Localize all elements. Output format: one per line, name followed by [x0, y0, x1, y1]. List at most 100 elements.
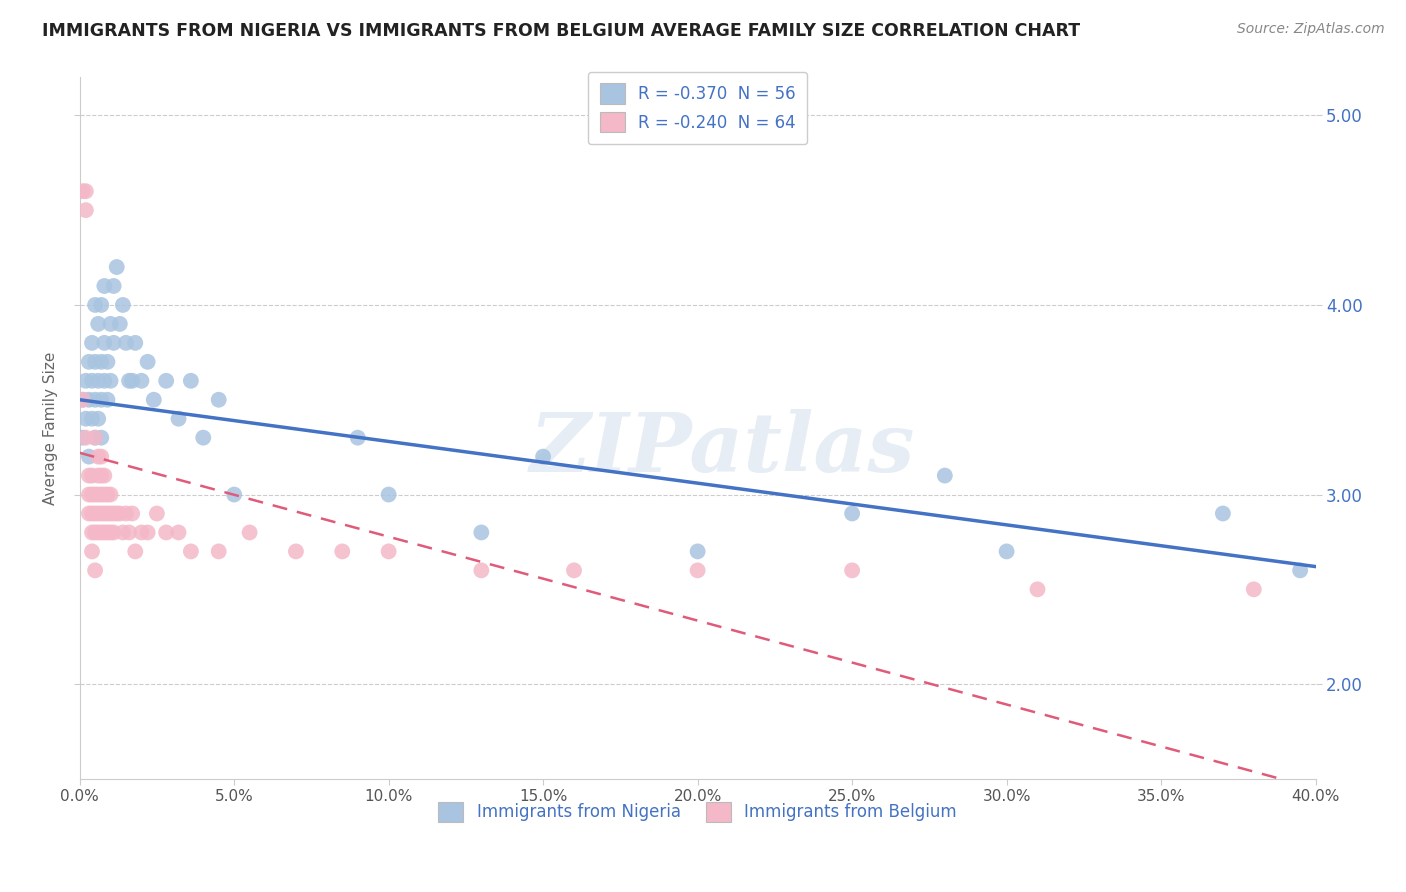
Point: [77, 507, 100, 521]
Point: [84, 298, 107, 312]
Point: [108, 317, 131, 331]
Legend: Immigrants from Nigeria, Immigrants from Belgium: Immigrants from Nigeria, Immigrants from…: [427, 790, 969, 834]
Point: [1289, 563, 1312, 577]
Point: [115, 507, 138, 521]
Point: [841, 563, 863, 577]
Point: [208, 392, 231, 407]
Y-axis label: Average Family Size: Average Family Size: [44, 351, 58, 505]
Point: [80, 335, 103, 350]
Point: [208, 544, 231, 558]
Point: [75, 431, 97, 445]
Point: [111, 525, 134, 540]
Point: [80, 487, 103, 501]
Point: [77, 355, 100, 369]
Point: [84, 487, 107, 501]
Point: [80, 411, 103, 425]
Point: [136, 525, 159, 540]
Point: [180, 374, 202, 388]
Point: [75, 203, 97, 218]
Point: [531, 450, 554, 464]
Point: [84, 525, 107, 540]
Point: [995, 544, 1018, 558]
Point: [224, 487, 246, 501]
Point: [346, 431, 368, 445]
Point: [131, 374, 153, 388]
Text: ZIPatlas: ZIPatlas: [530, 409, 915, 489]
Point: [84, 431, 107, 445]
Point: [155, 525, 177, 540]
Text: Source: ZipAtlas.com: Source: ZipAtlas.com: [1237, 22, 1385, 37]
Point: [96, 525, 118, 540]
Point: [118, 525, 141, 540]
Point: [80, 374, 103, 388]
Point: [77, 468, 100, 483]
Point: [84, 431, 107, 445]
Point: [1212, 507, 1234, 521]
Point: [90, 355, 112, 369]
Point: [103, 525, 125, 540]
Point: [75, 411, 97, 425]
Point: [103, 279, 125, 293]
Point: [90, 525, 112, 540]
Point: [96, 507, 118, 521]
Point: [118, 374, 141, 388]
Point: [330, 544, 353, 558]
Point: [90, 298, 112, 312]
Point: [96, 355, 118, 369]
Point: [87, 487, 110, 501]
Point: [100, 487, 122, 501]
Point: [87, 525, 110, 540]
Point: [72, 184, 94, 198]
Point: [470, 563, 492, 577]
Point: [90, 450, 112, 464]
Point: [100, 374, 122, 388]
Point: [100, 525, 122, 540]
Point: [72, 392, 94, 407]
Point: [77, 487, 100, 501]
Point: [93, 525, 115, 540]
Point: [93, 374, 115, 388]
Point: [284, 544, 307, 558]
Point: [93, 507, 115, 521]
Point: [80, 525, 103, 540]
Point: [72, 392, 94, 407]
Point: [90, 487, 112, 501]
Point: [90, 431, 112, 445]
Point: [100, 317, 122, 331]
Point: [686, 563, 709, 577]
Point: [96, 392, 118, 407]
Point: [72, 431, 94, 445]
Point: [80, 507, 103, 521]
Point: [239, 525, 262, 540]
Point: [155, 374, 177, 388]
Point: [93, 335, 115, 350]
Point: [80, 544, 103, 558]
Point: [105, 260, 128, 274]
Point: [131, 525, 153, 540]
Point: [105, 507, 128, 521]
Point: [146, 507, 169, 521]
Point: [111, 298, 134, 312]
Point: [93, 468, 115, 483]
Point: [87, 450, 110, 464]
Point: [84, 392, 107, 407]
Point: [470, 525, 492, 540]
Point: [121, 507, 143, 521]
Point: [87, 507, 110, 521]
Point: [115, 335, 138, 350]
Point: [103, 507, 125, 521]
Point: [80, 468, 103, 483]
Point: [180, 544, 202, 558]
Point: [96, 487, 118, 501]
Point: [124, 335, 146, 350]
Point: [77, 450, 100, 464]
Point: [124, 544, 146, 558]
Point: [686, 544, 709, 558]
Point: [77, 392, 100, 407]
Point: [100, 507, 122, 521]
Point: [1243, 582, 1265, 597]
Point: [167, 525, 190, 540]
Point: [87, 317, 110, 331]
Point: [108, 507, 131, 521]
Point: [93, 487, 115, 501]
